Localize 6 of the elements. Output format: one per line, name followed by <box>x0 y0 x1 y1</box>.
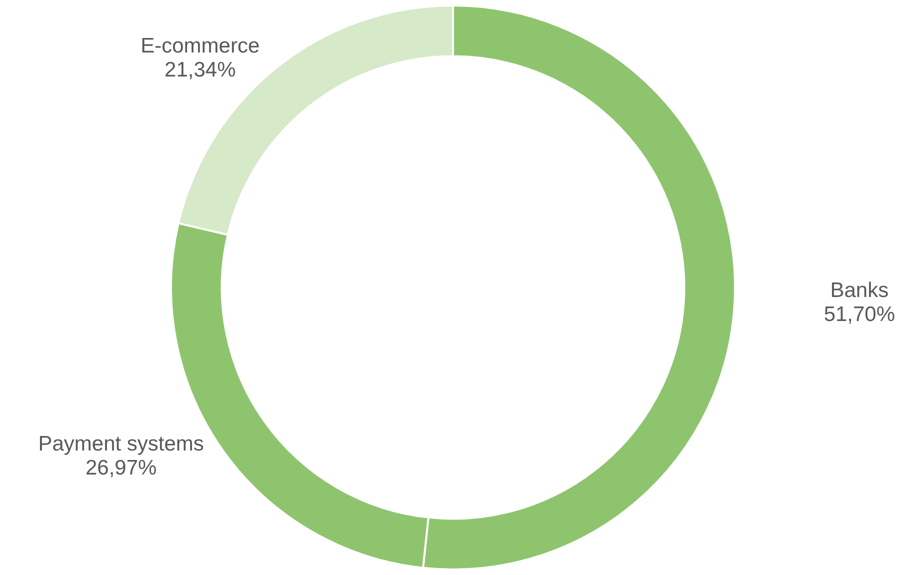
data-label: 51,70% <box>824 302 896 326</box>
slice-label: Payment systems <box>38 432 204 456</box>
data-label: 26,97% <box>85 456 157 480</box>
slice-label: Banks <box>830 278 889 302</box>
data-label: 21,34% <box>164 58 236 82</box>
slice-label: E-commerce <box>140 34 260 58</box>
